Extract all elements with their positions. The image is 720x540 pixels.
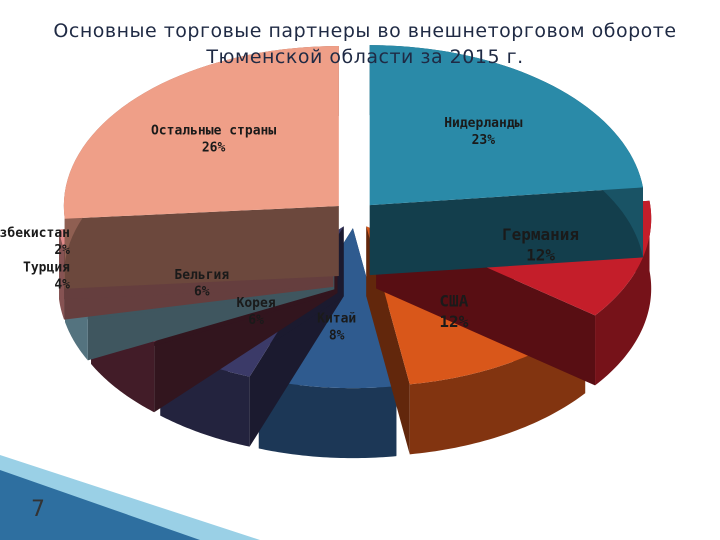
data-label-name: Узбекистан: [0, 226, 70, 241]
data-label-name: Корея: [237, 296, 276, 311]
data-label-name: Нидерланды: [444, 116, 522, 131]
data-label-value: 8%: [329, 328, 345, 343]
data-label-value: 4%: [54, 277, 70, 292]
data-label-name: Турция: [23, 261, 70, 276]
pie-layer: [59, 45, 652, 459]
slide-number: 7: [31, 497, 45, 522]
data-label-name: Бельгия: [174, 268, 229, 283]
data-label-value: 12%: [439, 312, 468, 331]
slice: [369, 45, 643, 206]
slice: [63, 46, 339, 219]
slice-side: [369, 187, 643, 276]
slice-side: [64, 206, 339, 289]
data-label-name: Китай: [317, 312, 356, 327]
data-label-value: 2%: [54, 243, 70, 258]
data-label-value: 12%: [526, 246, 555, 265]
data-label-name: Германия: [502, 225, 579, 244]
data-label-value: 26%: [202, 140, 226, 155]
slice-rim: [258, 378, 397, 459]
data-label-value: 6%: [248, 313, 264, 328]
data-label-value: 6%: [194, 285, 210, 300]
data-label-name: Остальные страны: [151, 123, 276, 138]
slice-rim: [59, 229, 65, 320]
slice-rim: [595, 200, 652, 386]
corner-decoration: [0, 470, 200, 540]
chart-title: Основные торговые партнеры во внешнеторг…: [53, 20, 677, 68]
data-label-value: 23%: [472, 133, 496, 148]
data-label-name: США: [439, 291, 468, 310]
